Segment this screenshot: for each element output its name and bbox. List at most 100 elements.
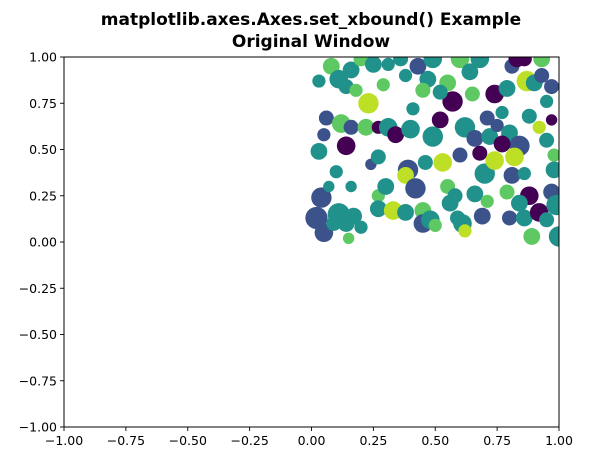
scatter-point — [464, 86, 480, 102]
scatter-point — [547, 148, 559, 162]
y-tick-label: −1.00 — [19, 420, 57, 435]
scatter-point — [539, 132, 555, 148]
scatter-point — [387, 126, 405, 144]
y-tick-label: −0.50 — [19, 327, 57, 342]
scatter-point — [369, 200, 387, 218]
scatter-point — [523, 228, 541, 245]
y-tick-label: 0.00 — [29, 235, 57, 250]
scatter-point — [317, 128, 331, 142]
scatter-point — [498, 80, 516, 97]
scatter-point — [466, 185, 484, 203]
scatter-point — [546, 194, 559, 216]
scatter-point — [447, 188, 463, 204]
scatter-point — [473, 207, 491, 225]
scatter-point — [480, 194, 494, 208]
scatter-point — [466, 130, 484, 147]
scatter-point — [376, 78, 390, 92]
chart-title-line2: Original Window — [232, 32, 391, 52]
scatter-point — [415, 82, 431, 98]
scatter-point — [358, 93, 379, 114]
scatter-point — [521, 108, 537, 124]
scatter-point — [481, 128, 499, 145]
scatter-point — [533, 57, 551, 68]
chart-title-line1: matplotlib.axes.Axes.set_xbound() Exampl… — [101, 10, 521, 30]
y-tick-label: 1.00 — [29, 50, 57, 65]
scatter-point — [342, 61, 360, 79]
scatter-point — [479, 110, 495, 126]
scatter-point — [545, 114, 558, 126]
y-tick-label: 0.50 — [29, 142, 57, 157]
scatter-point — [354, 220, 368, 234]
scatter-point — [503, 167, 521, 184]
scatter-point — [433, 153, 452, 172]
scatter-point — [364, 57, 382, 73]
scatter-point — [485, 151, 504, 170]
scatter-point — [345, 180, 357, 193]
scatter-point — [322, 57, 340, 75]
scatter-point — [311, 187, 332, 208]
y-tick-label: −0.75 — [19, 373, 57, 388]
x-tick-label: 0.25 — [359, 433, 387, 448]
scatter-point — [428, 218, 442, 232]
scatter-point — [409, 57, 427, 75]
x-tick-label: −0.50 — [169, 433, 207, 448]
scatter-point — [336, 136, 356, 156]
scatter-point — [343, 119, 359, 135]
scatter-point — [381, 57, 395, 71]
scatter-point — [406, 102, 420, 116]
y-tick-label: 0.75 — [29, 96, 57, 111]
scatter-point — [377, 178, 395, 195]
scatter-point — [534, 68, 550, 83]
scatter-point — [495, 105, 509, 120]
scatter-point — [516, 57, 532, 67]
scatter-point — [502, 210, 517, 226]
scatter-point — [458, 224, 472, 238]
scatter-point — [318, 110, 334, 126]
scatter-point — [423, 57, 443, 69]
x-tick-label: 0.50 — [421, 433, 449, 448]
scatter-point — [401, 119, 420, 139]
scatter-point — [353, 57, 369, 67]
scatter-point — [539, 212, 555, 228]
x-axis: −1.00 −0.75 −0.50 −0.25 0.00 0.25 0.50 0.75 1.00 — [45, 427, 573, 448]
scatter-point — [461, 63, 479, 81]
scatter-point — [310, 142, 328, 160]
scatter-point — [393, 57, 409, 67]
y-tick-label: −0.25 — [19, 281, 57, 296]
scatter-point — [329, 165, 343, 179]
scatter-point — [493, 135, 511, 153]
scatter-point — [323, 180, 335, 193]
scatter-point — [342, 232, 355, 244]
scatter-point — [517, 166, 531, 181]
scatter-point — [499, 184, 515, 200]
x-tick-label: 0.75 — [483, 433, 511, 448]
scatter-point — [511, 194, 528, 212]
scatter-point — [442, 91, 463, 112]
scatter-point — [548, 226, 559, 247]
scatter-point — [398, 68, 413, 83]
scatter-point — [357, 118, 375, 136]
scatter-point — [417, 154, 433, 170]
x-tick-label: −0.75 — [107, 433, 145, 448]
scatter-point — [397, 204, 414, 221]
scatter-point — [326, 216, 342, 231]
scatter-point — [544, 79, 559, 95]
scatter-point — [490, 118, 504, 133]
scatter-point — [505, 147, 524, 167]
scatter-point — [312, 74, 326, 88]
y-axis: 1.00 0.75 0.50 0.25 0.00 −0.25 −0.50 −0.75 −1.00 — [19, 50, 64, 435]
scatter-point — [472, 145, 488, 161]
scatter-point — [397, 167, 414, 184]
scatter-point — [470, 57, 490, 69]
scatter-point — [545, 161, 559, 179]
scatter-point — [305, 206, 328, 230]
x-tick-label: −0.25 — [230, 433, 268, 448]
scatter-point — [349, 83, 363, 97]
x-tick-label: −1.00 — [45, 433, 83, 448]
scatter-point — [540, 94, 554, 108]
scatter-point — [432, 84, 448, 100]
scatter-point — [422, 126, 443, 147]
scatter-point — [431, 111, 449, 129]
